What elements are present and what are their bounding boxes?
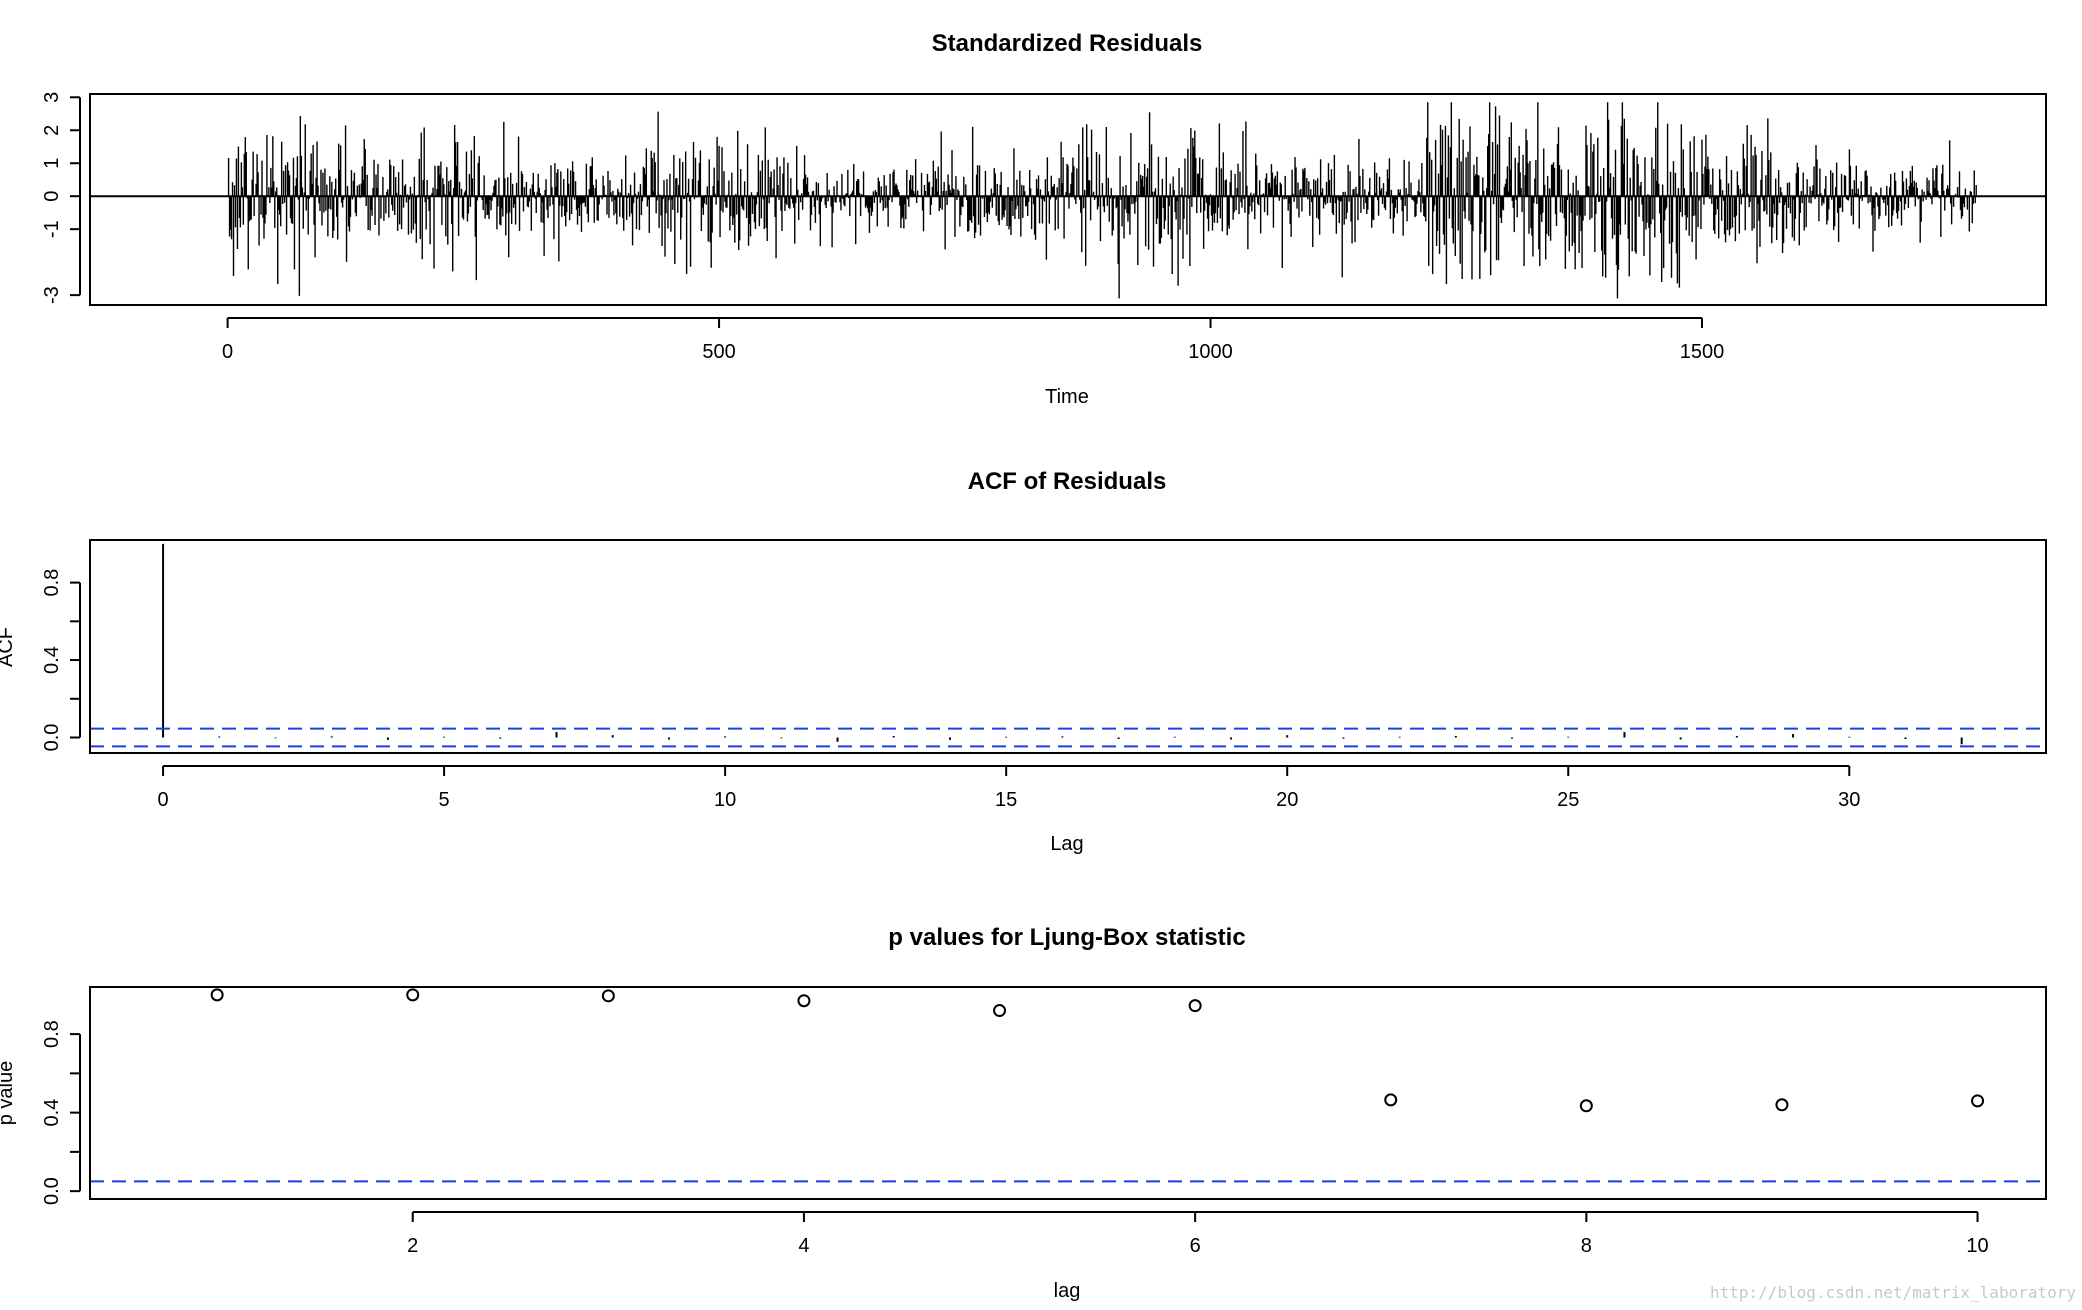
ljung-box-panel: p values for Ljung-Box statistic 2 4 6 8 10 … [0, 924, 2047, 1302]
acf-plot-frame [89, 539, 2047, 754]
ljung-box-y-label: p value [0, 1061, 17, 1126]
ljung-box-y-tick-label: 0.0 [41, 1177, 63, 1205]
residuals-plot-frame [89, 93, 2047, 306]
ljung-box-point [1579, 1099, 1593, 1113]
residuals-x-tick-label: 1500 [1680, 341, 1725, 363]
acf-y-axis: 0.0 0.4 0.8 [41, 569, 81, 752]
ljung-box-point [406, 988, 420, 1002]
ljung-box-points [210, 988, 1985, 1113]
ljung-box-point [993, 1004, 1007, 1018]
ljung-box-point [797, 994, 811, 1008]
residuals-panel: Standardized Residuals 0 500 1000 1500 -3 -1… [41, 30, 2047, 408]
acf-x-tick-label: 5 [439, 789, 450, 811]
residuals-x-label: Time [1045, 386, 1089, 408]
residuals-x-tick-label: 0 [222, 341, 233, 363]
ljung-box-x-tick-label: 4 [798, 1235, 809, 1257]
acf-title: ACF of Residuals [968, 468, 1167, 495]
residual-spikes [227, 102, 1977, 299]
ljung-box-x-tick-label: 6 [1190, 1235, 1201, 1257]
ljung-box-y-tick-label: 0.8 [41, 1020, 63, 1048]
residual-spike-path [227, 102, 1977, 299]
ljung-box-y-tick-label: 0.4 [41, 1099, 63, 1127]
acf-y-tick-label: 0.8 [41, 569, 63, 597]
acf-y-tick-label: 0.4 [41, 646, 63, 674]
ljung-box-point [1971, 1094, 1985, 1108]
ljung-box-x-label: lag [1054, 1280, 1081, 1302]
ljung-box-y-axis: 0.0 0.4 0.8 [41, 1020, 81, 1205]
acf-panel: ACF of Residuals 0 5 10 15 20 25 30 0.00.40.8 … [0, 468, 2047, 855]
watermark: http://blog.csdn.net/matrix_laboratory [1710, 1283, 2076, 1302]
acf-x-tick-label: 25 [1557, 789, 1579, 811]
acf-x-axis: 0 5 10 15 20 25 30 [158, 765, 1860, 811]
residuals-y-axis: -3 -1 0 1 2 3 [41, 92, 81, 304]
ljung-box-x-axis: 2 4 6 8 10 [407, 1211, 1989, 1257]
residuals-title: Standardized Residuals [932, 30, 1203, 57]
acf-x-label: Lag [1050, 833, 1083, 855]
residuals-y-tick-label: 3 [41, 92, 63, 103]
ljung-box-x-tick-label: 8 [1581, 1235, 1592, 1257]
ljung-box-point [1775, 1098, 1789, 1112]
ljung-box-plot-frame [89, 986, 2047, 1200]
acf-x-tick-label: 20 [1276, 789, 1298, 811]
residuals-y-tick-label: 0 [41, 191, 63, 202]
ljung-box-point [1384, 1093, 1398, 1107]
residuals-x-tick-label: 500 [702, 341, 735, 363]
acf-y-tick-label: 0.0 [41, 724, 63, 752]
residuals-y-tick-label: -1 [41, 220, 63, 238]
residuals-x-axis: 0 500 1000 1500 [222, 317, 1725, 363]
acf-x-tick-label: 0 [158, 789, 169, 811]
ljung-box-x-tick-label: 2 [407, 1235, 418, 1257]
acf-x-tick-label: 30 [1838, 789, 1860, 811]
acf-bars [162, 543, 1963, 745]
ljung-box-point [210, 988, 224, 1002]
ljung-box-point [1188, 999, 1202, 1013]
residuals-y-tick-label: 2 [41, 125, 63, 136]
residuals-y-tick-label: 1 [41, 158, 63, 169]
residuals-x-tick-label: 1000 [1188, 341, 1233, 363]
acf-y-label: ACF [0, 627, 17, 667]
acf-x-tick-label: 15 [995, 789, 1017, 811]
ljung-box-title: p values for Ljung-Box statistic [888, 924, 1245, 951]
acf-x-tick-label: 10 [714, 789, 736, 811]
residuals-y-tick-label: -3 [41, 286, 63, 304]
ljung-box-point [601, 989, 615, 1003]
ljung-box-x-tick-label: 10 [1966, 1235, 1988, 1257]
